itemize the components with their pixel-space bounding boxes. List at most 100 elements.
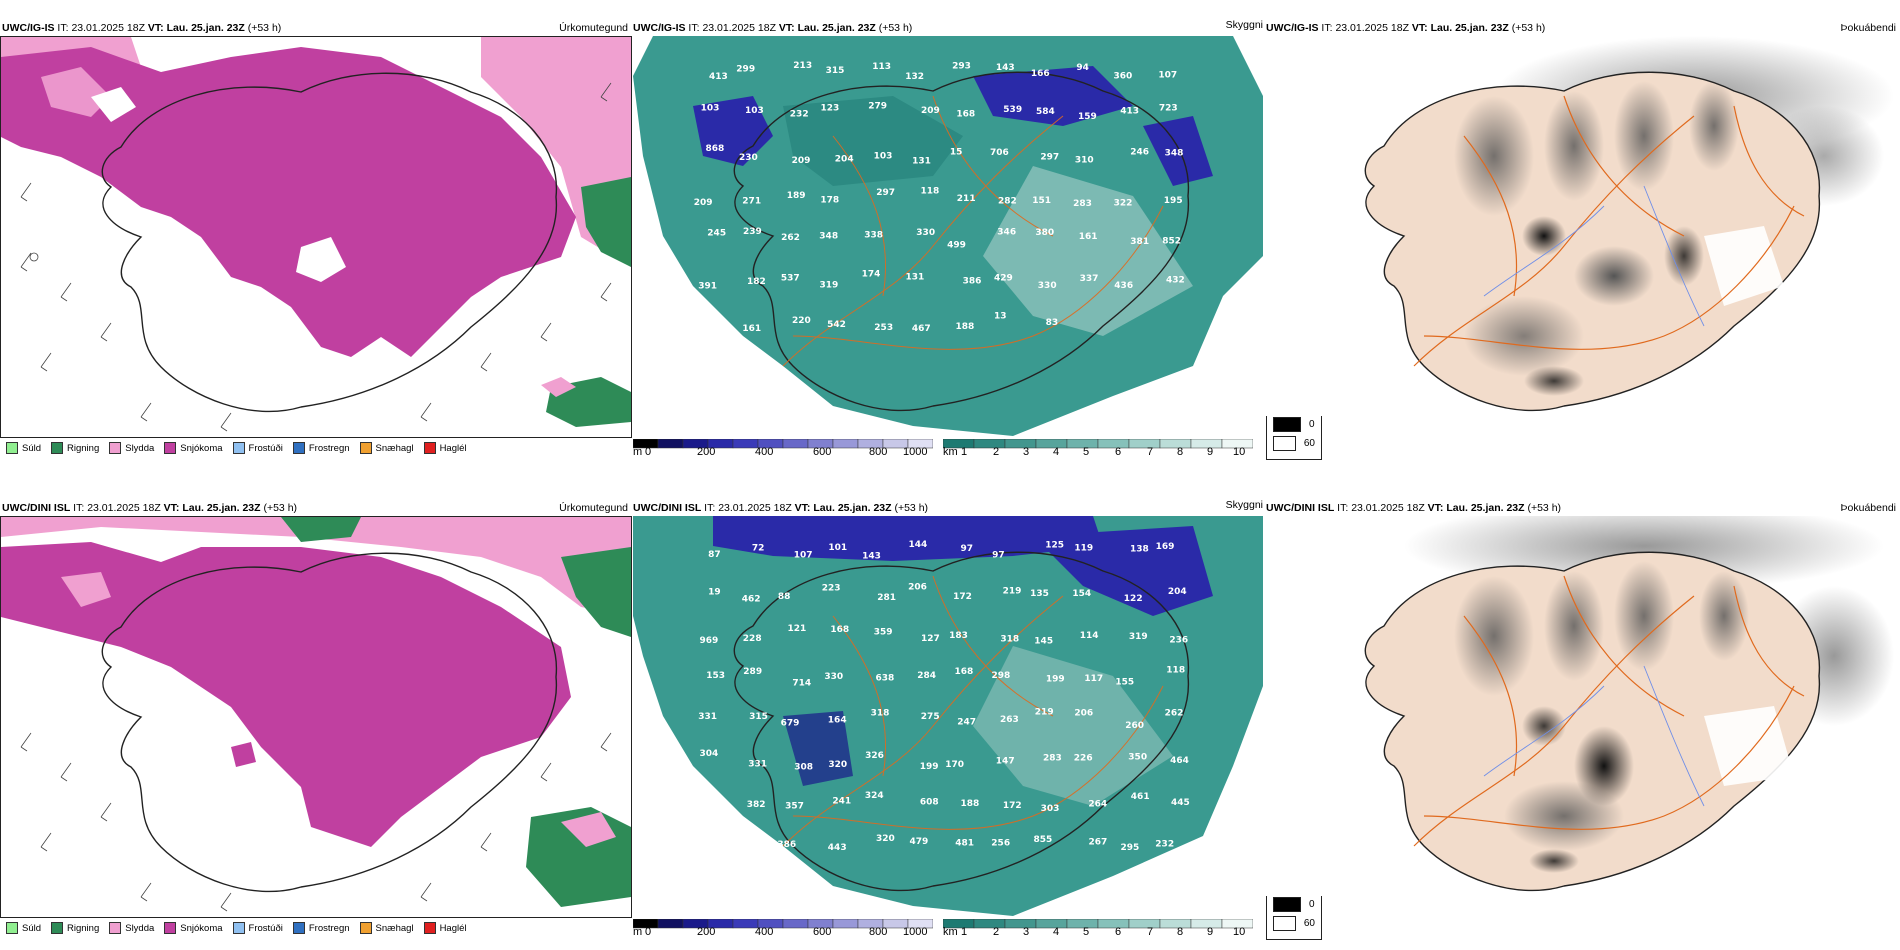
cloud-base-value: 331 [748,759,767,769]
cloud-base-value: 320 [828,760,847,770]
scale-swatch [1004,918,1037,929]
cloud-base-scale-2 [632,916,934,929]
cloud-base-value: 467 [912,324,931,334]
cloud-base-value: 143 [862,552,881,562]
cloud-base-value: 88 [778,592,791,602]
tick: 9 [1207,926,1214,938]
tick: 5 [1083,446,1090,458]
cloud-base-value: 170 [945,760,964,770]
cloud-base-value: 462 [742,594,761,604]
cloud-base-value: 103 [874,151,893,161]
it-label: IT: [73,502,85,514]
scale-swatch [1128,918,1161,929]
cloud-map-2[interactable]: 87 72 107 101 143 144 97 97 125 119 138 169 19 462 88 2… [633,516,1263,916]
cloud-base-value: 204 [835,154,854,164]
lead-time: (+53 h) [247,22,282,34]
visibility-unit: km [943,446,958,458]
tick: 400 [755,446,774,458]
cloud-base-value: 283 [1043,754,1062,764]
cloud-base-value: 283 [1073,199,1092,209]
cloud-base-value: 169 [1156,542,1175,552]
precip-map-1[interactable] [0,36,632,438]
tick: 3 [1023,926,1030,938]
scale-swatch [1128,438,1161,449]
tick: 1 [961,926,968,938]
cloud-base-value: 584 [1036,107,1055,117]
cloud-base-value: 436 [1114,281,1133,291]
precip-map-svg-1 [1,37,631,437]
cloud-base-value: 107 [1158,71,1177,81]
cloud-base-value: 19 [708,588,721,598]
cloud-base-value: 267 [1089,837,1108,847]
cloud-base-value: 118 [1166,665,1185,675]
tick: 6 [1115,926,1122,938]
legend-item-hagel: Haglél [423,442,467,454]
tick: 600 [813,926,832,938]
cloud-base-value: 13 [994,311,1007,321]
tick: 200 [697,446,716,458]
cloud-base-value: 117 [1084,674,1103,684]
cloud-base-value: 151 [1032,196,1051,206]
tick: 7 [1147,446,1154,458]
cloud-base-value: 127 [921,634,940,644]
tick: 1 [961,446,968,458]
legend-item-slydda: Slydda [109,442,154,454]
vt-value: Lau. 25.jan. 23Z [1446,502,1525,514]
cloud-base-value: 310 [1075,156,1094,166]
cloud-base-value: 331 [698,712,717,722]
cloud-base-value: 168 [830,625,849,635]
vt-label: VT: [778,22,795,34]
cloud-base-value: 303 [1041,804,1060,814]
fog-panel-1: UWC/IG-IS IT: 23.01.2025 18Z VT: Lau. 25… [1264,16,1898,416]
tick: 8 [1177,446,1184,458]
cloud-base-value: 87 [708,550,721,560]
vt-value: Lau. 25.jan. 23Z [166,22,245,34]
cloud-title-1: UWC/IG-IS IT: 23.01.2025 18Z VT: Lau. 25… [633,21,912,35]
legend-item-frostudi: Frostúði [232,922,283,934]
it-value: 23.01.2025 18Z [87,502,161,514]
cloud-base-value: 542 [827,320,846,330]
cloud-base-value: 679 [781,718,800,728]
cloud-base-value: 714 [792,678,811,688]
cloud-base-value: 206 [1074,709,1093,719]
cloud-base-value: 315 [826,66,845,76]
scale-swatch [832,438,859,449]
cloud-base-value: 195 [1164,196,1183,206]
cloud-base-value: 122 [1124,594,1143,604]
it-label: IT: [57,22,69,34]
cloud-base-value: 298 [992,671,1011,681]
cloud-base-value: 228 [743,634,762,644]
cloud-base-value: 226 [1074,754,1093,764]
cloud-base-value: 413 [1120,107,1139,117]
it-value: 23.01.2025 18Z [1351,502,1425,514]
scale-swatch [657,918,684,929]
cloud-base-unit: m [633,926,643,938]
it-value: 23.01.2025 18Z [71,22,145,34]
tick: 3 [1023,446,1030,458]
cloud-base-value: 155 [1115,678,1134,688]
tick: 1000 [903,926,928,938]
cloud-map-1[interactable]: 413 299 213 315 113 132 293 143 166 94 360 107 103 10… [633,36,1263,436]
cloud-base-value: 297 [876,188,895,198]
cloud-base-value: 608 [920,797,939,807]
cloud-base-value: 188 [961,799,980,809]
cloud-base-value: 159 [1078,112,1097,122]
cloud-base-value: 168 [956,109,975,119]
precip-map-2[interactable] [0,516,632,918]
cloud-base-value: 164 [828,716,847,726]
cloud-base-value: 97 [992,550,1005,560]
cloud-base-value: 219 [1003,587,1022,597]
legend-item-frostudi: Frostúði [232,442,283,454]
cloud-base-unit: m [633,446,643,458]
cloud-base-value: 118 [921,187,940,197]
cloud-base-value: 539 [1003,105,1022,115]
cloud-base-value: 281 [877,593,896,603]
cloud-base-value: 282 [998,197,1017,207]
cloud-base-value: 161 [742,324,761,334]
it-label: IT: [1337,502,1349,514]
fog-map-2[interactable] [1264,516,1898,896]
fog-legend-item: 0 [1273,417,1315,432]
precip-map-svg-2 [1,517,631,917]
cloud-base-value: 330 [824,672,843,682]
fog-map-1[interactable] [1264,36,1898,416]
